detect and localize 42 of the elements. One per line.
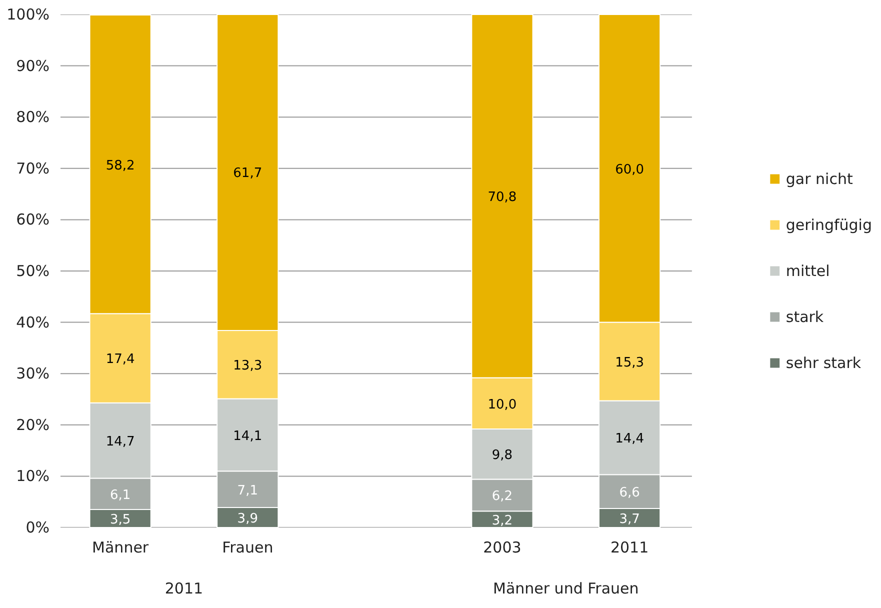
y-tick-label: 100% bbox=[6, 6, 50, 24]
data-label: 3,2 bbox=[492, 513, 513, 528]
x-tick-label: Männer bbox=[92, 538, 150, 556]
legend-label: geringfügig bbox=[786, 216, 872, 234]
data-label: 6,1 bbox=[110, 488, 131, 503]
y-tick-label: 20% bbox=[16, 416, 50, 434]
data-label: 3,9 bbox=[237, 511, 258, 526]
legend-label: sehr stark bbox=[786, 354, 862, 372]
data-label: 14,4 bbox=[615, 432, 644, 447]
data-label: 14,7 bbox=[106, 434, 135, 450]
x-tick-label: Frauen bbox=[222, 538, 274, 556]
data-label: 60,0 bbox=[615, 162, 644, 178]
data-label: 7,1 bbox=[237, 483, 258, 498]
data-label: 6,6 bbox=[619, 486, 640, 501]
y-tick-label: 70% bbox=[16, 159, 50, 178]
y-tick-label: 80% bbox=[16, 108, 50, 126]
x-tick-label: 2003 bbox=[483, 538, 522, 556]
y-tick-label: 40% bbox=[16, 313, 50, 332]
legend-label: stark bbox=[786, 308, 824, 326]
y-tick-label: 10% bbox=[16, 467, 50, 486]
legend-label: gar nicht bbox=[786, 170, 853, 188]
data-label: 15,3 bbox=[615, 356, 644, 371]
y-tick-label: 30% bbox=[16, 364, 50, 383]
data-label: 3,5 bbox=[110, 512, 131, 528]
data-label: 9,8 bbox=[492, 448, 513, 464]
data-label: 6,2 bbox=[492, 489, 513, 504]
text: 2011 bbox=[164, 580, 204, 598]
text: Männer und Frauen bbox=[493, 580, 639, 598]
data-label: 17,4 bbox=[106, 352, 135, 368]
y-tick-label: 50% bbox=[16, 262, 50, 280]
data-label: 14,1 bbox=[233, 428, 262, 444]
y-tick-label: 90% bbox=[16, 56, 50, 75]
x-tick-label: 2011 bbox=[610, 538, 649, 556]
y-tick-label: 0% bbox=[26, 518, 50, 536]
legend-label: mittel bbox=[786, 262, 830, 280]
y-tick-label: 60% bbox=[16, 210, 50, 229]
data-label: 58,2 bbox=[106, 158, 135, 174]
data-label: 70,8 bbox=[488, 190, 517, 206]
data-label: 3,7 bbox=[619, 512, 640, 528]
data-label: 61,7 bbox=[233, 166, 262, 182]
data-label: 13,3 bbox=[233, 358, 262, 374]
data-label: 10,0 bbox=[488, 397, 517, 412]
